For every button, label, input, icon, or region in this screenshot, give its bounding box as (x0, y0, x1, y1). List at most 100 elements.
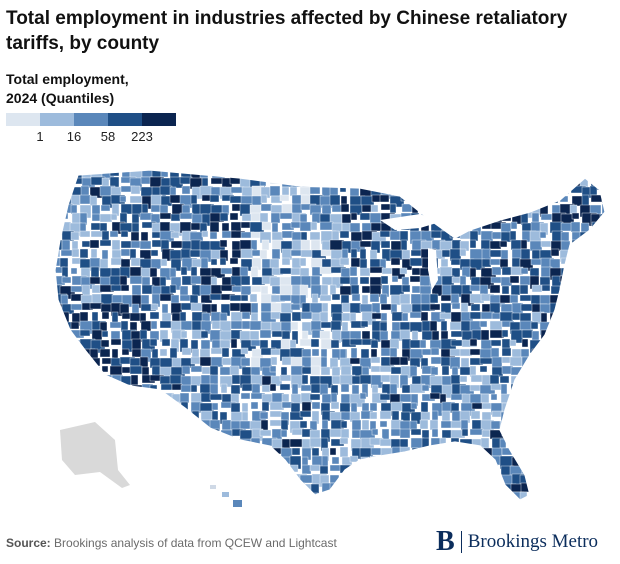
county-cell (281, 257, 291, 266)
county-cell (149, 330, 160, 341)
county-cell (279, 374, 292, 382)
source-note: Source: Brookings analysis of data from … (6, 536, 337, 550)
county-cell (349, 266, 358, 277)
county-cell (91, 204, 101, 216)
county-cell (339, 257, 350, 266)
county-cell (110, 186, 122, 197)
county-cell (259, 249, 268, 260)
county-cell (510, 221, 518, 230)
county-cell (241, 311, 251, 320)
county-cell (89, 195, 98, 207)
county-cell (490, 393, 498, 401)
county-cell (140, 231, 149, 242)
county-cell (401, 284, 411, 293)
county-cell (260, 302, 273, 313)
county-cell (180, 320, 193, 331)
county-cell (380, 312, 388, 322)
county-cell (310, 239, 321, 252)
county-cell (401, 203, 413, 213)
county-cell (110, 213, 118, 221)
county-cell (339, 446, 349, 458)
county-cell (410, 402, 418, 410)
legend-color-scale (6, 113, 176, 126)
county-cell (450, 374, 461, 385)
county-cell (331, 375, 342, 385)
county-cell (280, 429, 288, 438)
county-cell (281, 393, 290, 403)
county-cell (309, 231, 321, 241)
county-cell (71, 248, 80, 258)
county-cell (331, 348, 348, 361)
county-cell (370, 339, 379, 349)
county-cell (310, 221, 318, 231)
county-cell (101, 330, 109, 338)
county-cell (279, 212, 294, 220)
county-cell (181, 204, 191, 215)
county-cell (370, 356, 381, 364)
county-cell (520, 267, 529, 275)
county-cell (259, 429, 272, 437)
county-cell (569, 204, 578, 215)
county-cell (459, 248, 467, 257)
county-cell (79, 329, 91, 337)
county-cell (299, 410, 312, 418)
county-cell (260, 194, 268, 204)
county-cell (81, 240, 91, 248)
county-cell (279, 294, 292, 302)
chart-title: Total employment in industries affected … (6, 8, 568, 54)
county-cell (211, 402, 219, 411)
county-cell (179, 392, 190, 404)
county-cell (421, 429, 430, 440)
county-cell (509, 294, 519, 304)
county-cell (221, 347, 230, 358)
county-cell (141, 203, 149, 214)
county-cell (299, 257, 307, 267)
county-cell (79, 248, 89, 259)
county-cell (240, 347, 249, 355)
county-cell (70, 267, 78, 275)
county-cell (199, 356, 213, 367)
county-cell (511, 312, 521, 321)
county-cell (319, 330, 331, 340)
county-cell (269, 365, 277, 373)
county-cell (449, 348, 462, 357)
county-cell (451, 302, 461, 310)
county-cell (240, 195, 254, 205)
county-cell (170, 213, 181, 222)
county-cell (150, 249, 159, 257)
county-cell (401, 312, 409, 322)
county-cell (270, 204, 283, 214)
county-cell (520, 248, 531, 261)
county-cell (70, 204, 78, 215)
county-cell (260, 321, 272, 331)
county-cell (481, 258, 492, 268)
county-cell (571, 212, 580, 220)
county-cell (199, 267, 213, 277)
county-cell (390, 428, 402, 437)
county-cell (219, 339, 231, 349)
county-cell (139, 356, 149, 368)
county-cell (381, 267, 393, 275)
county-cell (129, 275, 143, 285)
county-cell (361, 402, 370, 413)
county-cell (190, 194, 198, 205)
county-cell (361, 366, 370, 376)
county-cell (219, 312, 228, 322)
county-cell (539, 303, 552, 314)
county-cell (200, 392, 212, 403)
county-cell (520, 239, 528, 250)
county-cell (140, 320, 152, 332)
county-cell (291, 428, 303, 436)
county-cell (270, 212, 281, 224)
county-cell (141, 276, 151, 287)
county-cell (261, 221, 272, 231)
county-cell (470, 303, 481, 312)
county-cell (499, 375, 510, 384)
county-cell (389, 383, 398, 396)
county-cell (469, 428, 484, 436)
county-cell (261, 384, 271, 393)
county-cell (229, 365, 240, 376)
county-cell (410, 293, 423, 306)
county-cell (220, 383, 228, 394)
county-cell (190, 239, 202, 251)
